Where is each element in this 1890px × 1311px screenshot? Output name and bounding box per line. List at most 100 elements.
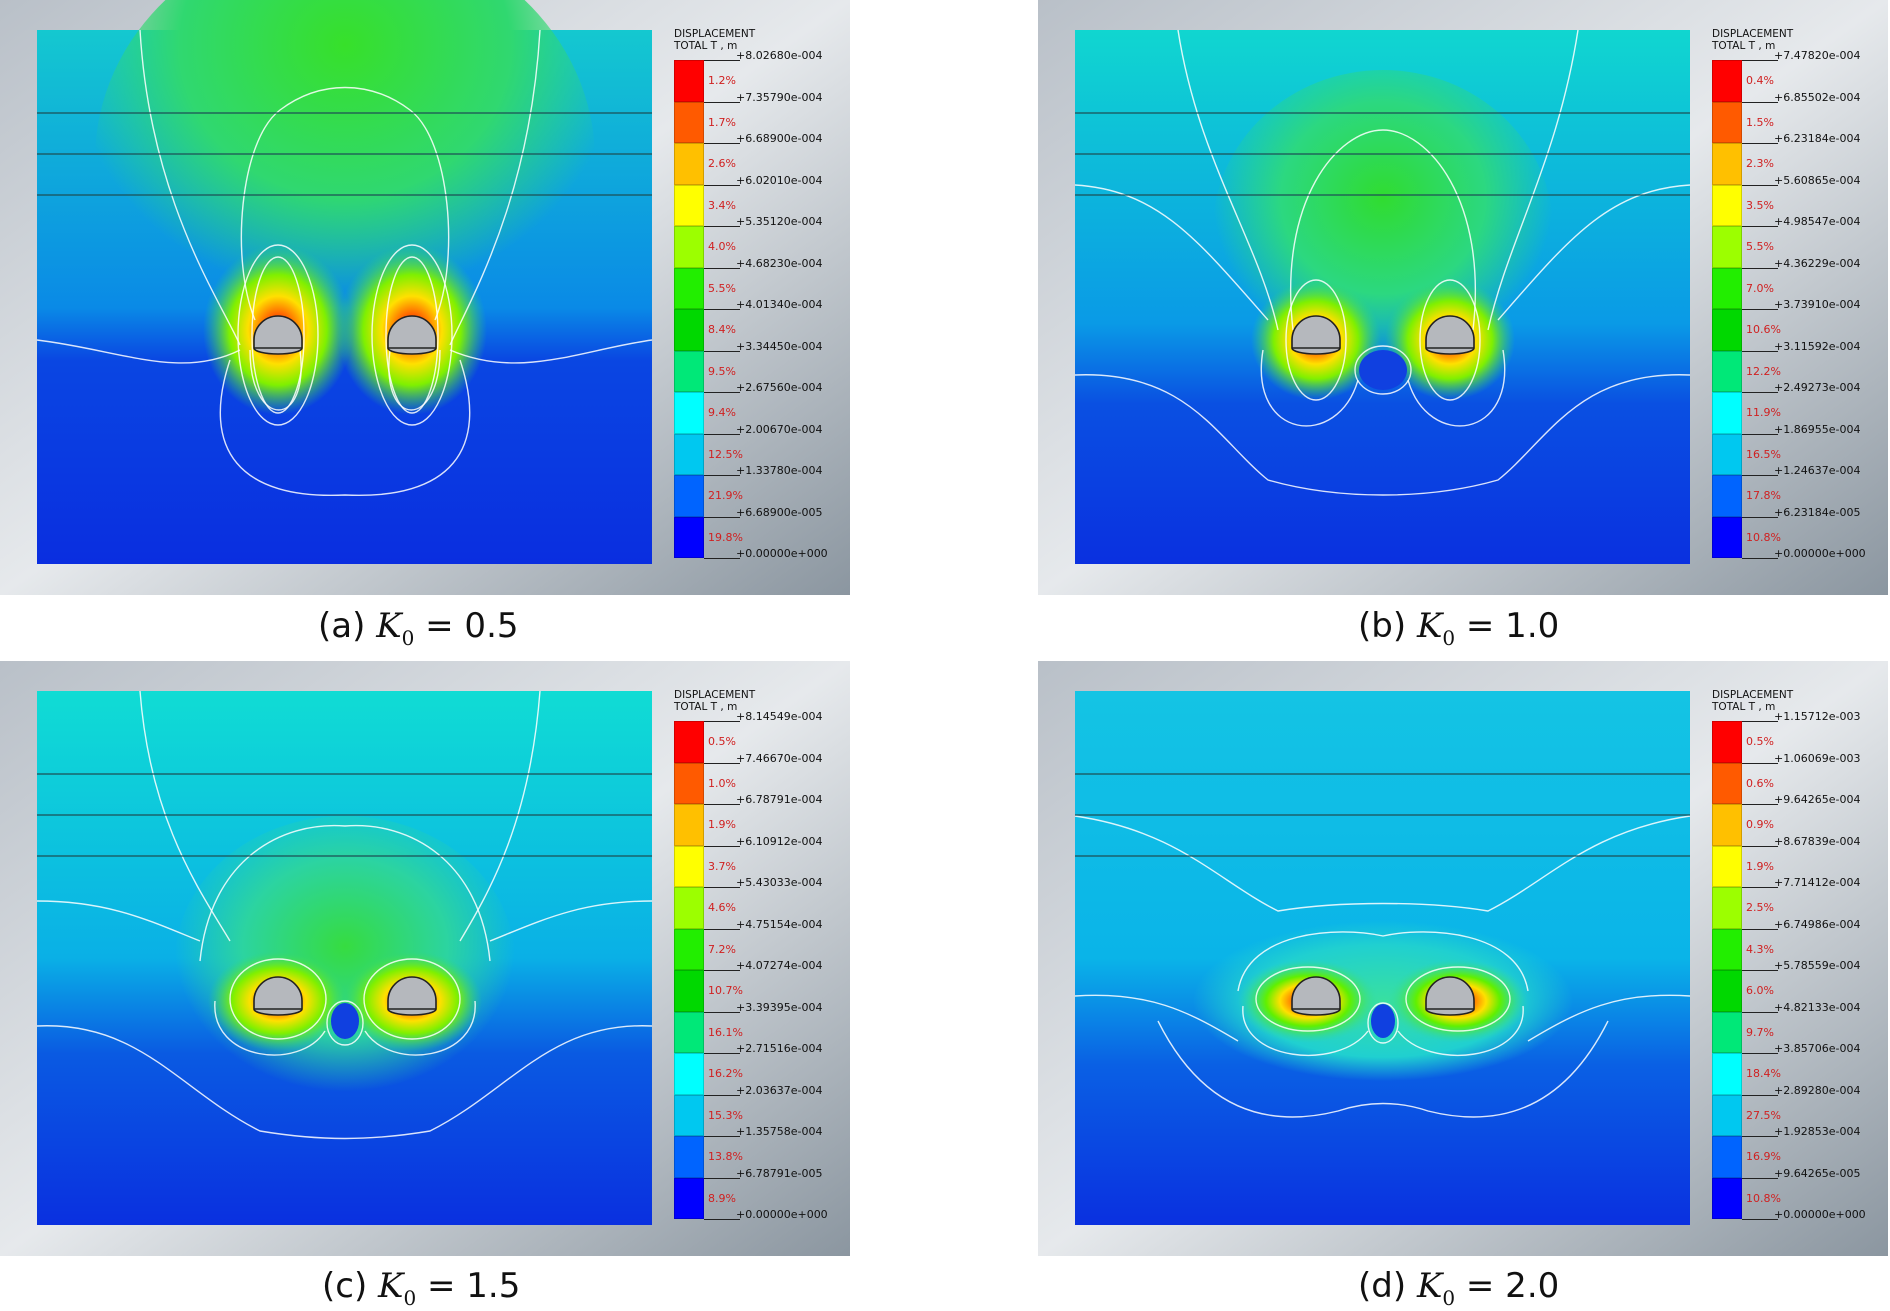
caption-k-subscript: 0 — [401, 625, 415, 650]
scale-value: +3.11592e-004 — [1774, 339, 1861, 353]
color-scale: 0.4% 1.5% 2.3% 3.5% 5.5% 7.0% 10.6% 12.2% 11.9% 1… — [1712, 49, 1872, 560]
contour-line — [1074, 374, 1691, 496]
scale-swatch — [1712, 143, 1742, 185]
scale-swatch — [1712, 101, 1742, 143]
scale-value: +3.73910e-004 — [1774, 298, 1861, 311]
scale-tick — [1742, 804, 1778, 805]
scale-value: +6.85502e-004 — [1774, 90, 1861, 104]
scale-tick — [704, 392, 740, 393]
scale-value: +7.35790e-004 — [736, 90, 823, 104]
legend-header: DISPLACEMENT TOTAL T , m — [674, 28, 755, 52]
caption-k: K0 — [376, 606, 414, 650]
contour-line — [199, 824, 491, 962]
scale-tick — [1742, 101, 1778, 103]
scale-tick — [1742, 143, 1778, 144]
scale-swatch — [674, 1094, 704, 1136]
scale-tick — [1742, 350, 1778, 352]
contour-line — [1285, 279, 1347, 401]
scale-percent: 17.8% — [1746, 489, 1781, 502]
scale-swatch — [674, 845, 704, 887]
scale-tick — [704, 101, 740, 103]
scale-percent: 2.5% — [1746, 901, 1774, 914]
scale-percent: 9.7% — [1746, 1025, 1774, 1039]
scale-tick — [704, 1053, 740, 1054]
scale-value: +6.02010e-004 — [736, 173, 823, 187]
scale-value: +6.68900e-004 — [736, 132, 823, 145]
caption-value: = 0.5 — [425, 606, 519, 646]
scale-value: +2.67560e-004 — [736, 381, 823, 394]
scale-swatch — [674, 762, 704, 804]
contour-line — [1074, 994, 1691, 1042]
scale-value: +1.15712e-003 — [1774, 710, 1861, 723]
caption-b: (b) K0 = 1.0 — [1358, 606, 1559, 650]
tunnel-left — [1291, 315, 1341, 355]
legend-title: DISPLACEMENT — [1712, 28, 1794, 40]
scale-percent: 2.3% — [1746, 157, 1774, 170]
caption-prefix: (a) — [318, 606, 366, 646]
scale-percent: 0.5% — [1746, 735, 1774, 748]
scale-tick — [704, 558, 740, 559]
scale-tick — [704, 1136, 740, 1137]
scale-value: +5.78559e-004 — [1774, 959, 1861, 972]
contour-plot-a — [0, 0, 850, 595]
panel-d: DISPLACEMENT TOTAL T , m 0.5% 0.6% 0.9% 1.9… — [1038, 661, 1888, 1256]
scale-tick — [1742, 762, 1778, 764]
scale-percent: 8.9% — [708, 1191, 736, 1205]
contour-line — [36, 900, 653, 942]
caption-prefix: (d) — [1358, 1266, 1407, 1306]
caption-k-symbol: K — [1416, 1266, 1443, 1306]
scale-percent: 6.0% — [1746, 984, 1774, 997]
tunnel-left — [1291, 976, 1341, 1016]
contour-line — [326, 1000, 364, 1046]
scale-value: +0.00000e+000 — [736, 547, 828, 560]
scale-swatch — [1712, 1053, 1742, 1095]
scale-tick — [704, 1011, 740, 1013]
contour-line — [36, 1025, 653, 1140]
scale-swatch — [1712, 1011, 1742, 1053]
legend-subtitle: TOTAL T , m — [1712, 40, 1776, 52]
scale-swatch — [674, 721, 704, 763]
caption-k-symbol: K — [1416, 606, 1443, 646]
tunnel-right — [1425, 976, 1475, 1016]
scale-percent: 9.5% — [708, 364, 736, 378]
scale-value: +7.46670e-004 — [736, 751, 823, 765]
scale-tick — [1742, 558, 1778, 559]
scale-value: +1.24637e-004 — [1774, 464, 1861, 477]
contour-plot-d — [1038, 661, 1888, 1256]
scale-value: +3.34450e-004 — [736, 339, 823, 353]
caption-value: = 2.0 — [1465, 1266, 1560, 1306]
scale-swatch — [674, 143, 704, 185]
scale-percent: 3.7% — [708, 859, 736, 873]
caption-k: K0 — [1416, 1266, 1455, 1310]
scale-swatch — [674, 1136, 704, 1178]
scale-value: +9.64265e-004 — [1774, 793, 1861, 806]
scale-swatch — [1712, 267, 1742, 309]
scale-percent: 12.5% — [708, 447, 743, 461]
scale-tick — [1742, 887, 1778, 888]
scale-percent: 1.5% — [1746, 115, 1774, 129]
scale-percent: 11.9% — [1746, 406, 1781, 419]
scale-tick — [1742, 928, 1778, 930]
scale-percent: 5.5% — [1746, 240, 1774, 253]
scale-swatch — [674, 433, 704, 475]
scale-value: +5.35120e-004 — [736, 215, 823, 228]
scale-percent: 4.3% — [1746, 942, 1774, 956]
scale-swatch — [1712, 721, 1742, 763]
contour-line — [1367, 1002, 1399, 1044]
contour-line — [1405, 966, 1511, 1032]
scale-swatch — [1712, 516, 1742, 558]
scale-value: +5.43033e-004 — [736, 876, 823, 889]
scale-percent: 10.8% — [1746, 1191, 1781, 1205]
contour-line — [219, 359, 471, 497]
scale-value: +4.36229e-004 — [1774, 256, 1861, 270]
legend-subtitle: TOTAL T , m — [674, 40, 738, 52]
upper-displacement-zone — [175, 816, 515, 1106]
scale-value: +2.49273e-004 — [1774, 381, 1861, 394]
contour-line — [1074, 815, 1691, 912]
contour-line — [229, 958, 327, 1040]
scale-swatch — [1712, 970, 1742, 1012]
low-zone-pillar — [1359, 350, 1407, 390]
scale-swatch — [674, 516, 704, 558]
scale-tick — [1742, 1177, 1778, 1179]
scale-value: +6.10912e-004 — [736, 834, 823, 848]
